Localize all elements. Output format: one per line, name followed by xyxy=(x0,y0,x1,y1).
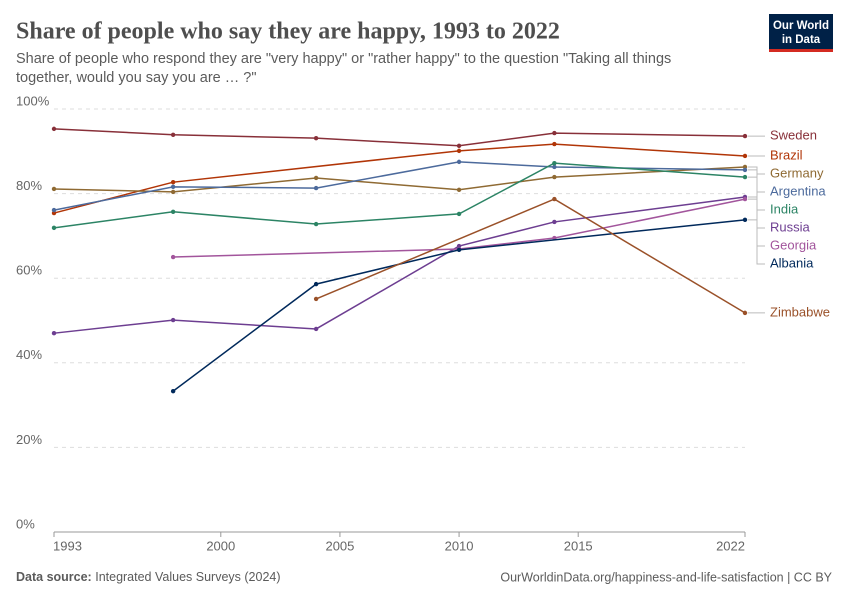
data-point xyxy=(170,132,176,138)
credit: OurWorldinData.org/happiness-and-life-sa… xyxy=(500,570,832,584)
y-tick-label: 80% xyxy=(16,178,42,193)
x-tick-label: 2015 xyxy=(564,538,593,553)
data-point xyxy=(313,281,319,287)
chart-title: Share of people who say they are happy, … xyxy=(16,19,560,45)
data-point xyxy=(742,174,748,180)
data-point xyxy=(313,326,319,332)
data-point xyxy=(456,159,462,165)
source: Data source: Integrated Values Surveys (… xyxy=(16,570,281,584)
data-point xyxy=(742,196,748,202)
data-point xyxy=(170,388,176,394)
data-point xyxy=(51,186,57,192)
data-point xyxy=(742,153,748,159)
data-point xyxy=(313,296,319,302)
y-tick-label: 100% xyxy=(16,93,50,108)
data-point xyxy=(170,209,176,214)
series-line xyxy=(172,219,746,392)
data-point xyxy=(51,330,57,336)
data-point xyxy=(552,196,557,202)
series-line xyxy=(53,166,746,193)
y-tick-label: 0% xyxy=(16,516,35,531)
legend-label: Germany xyxy=(770,165,824,180)
y-tick-label: 20% xyxy=(16,432,42,447)
logo-text: Our World xyxy=(773,20,829,32)
data-point xyxy=(742,167,748,173)
data-point xyxy=(552,141,557,147)
data-point xyxy=(552,219,557,225)
chart-subtitle: Share of people who respond they are "ve… xyxy=(16,51,672,86)
legend-label: Zimbabwe xyxy=(770,304,830,319)
legend-label: India xyxy=(770,201,799,216)
legend-label: Georgia xyxy=(770,237,817,252)
series-line xyxy=(53,162,746,229)
y-tick-label: 60% xyxy=(16,263,42,278)
x-tick-label: 2005 xyxy=(325,538,354,553)
series-line xyxy=(53,128,746,147)
data-point xyxy=(456,247,462,253)
data-point xyxy=(170,179,176,185)
data-point xyxy=(456,211,462,217)
data-point xyxy=(51,225,57,231)
series-line xyxy=(173,198,746,258)
data-point xyxy=(456,187,462,192)
data-point xyxy=(313,175,319,181)
x-tick-label: 2010 xyxy=(445,538,474,553)
series-line xyxy=(315,198,746,314)
legend-label: Brazil xyxy=(770,147,803,162)
data-point xyxy=(313,135,319,141)
data-point xyxy=(313,185,319,191)
data-point xyxy=(552,130,557,136)
data-point xyxy=(552,164,557,170)
data-point xyxy=(742,133,748,139)
label-connector xyxy=(748,176,765,211)
source-text: Integrated Values Surveys (2024) xyxy=(95,570,280,584)
subtitle-box: Share of people who respond they are "ve… xyxy=(16,51,672,86)
data-point xyxy=(51,207,57,213)
logo-text: in Data xyxy=(782,34,821,46)
legend-label: Sweden xyxy=(770,128,817,143)
data-point xyxy=(170,254,176,260)
x-tick-label: 1993 xyxy=(53,538,82,553)
data-point xyxy=(552,174,557,180)
data-point xyxy=(552,160,557,166)
data-point xyxy=(456,143,462,149)
source-label: Data source: xyxy=(16,570,92,584)
data-point xyxy=(170,189,176,195)
y-tick-label: 40% xyxy=(16,347,42,362)
legend-label: Russia xyxy=(770,219,811,234)
x-tick-label: 2022 xyxy=(716,538,745,553)
x-tick-label: 2000 xyxy=(206,538,235,553)
label-connector xyxy=(748,219,765,265)
data-point xyxy=(313,221,319,227)
series-line xyxy=(53,143,746,214)
legend-label: Albania xyxy=(770,255,814,270)
logo-bar xyxy=(769,49,833,52)
legend-label: Argentina xyxy=(770,183,826,198)
data-point xyxy=(170,184,176,190)
data-point xyxy=(456,148,462,154)
data-point xyxy=(170,317,176,323)
data-point xyxy=(51,126,57,132)
data-point xyxy=(742,310,748,316)
series-line xyxy=(53,161,746,211)
data-point xyxy=(742,217,748,223)
logo-box xyxy=(769,14,833,52)
